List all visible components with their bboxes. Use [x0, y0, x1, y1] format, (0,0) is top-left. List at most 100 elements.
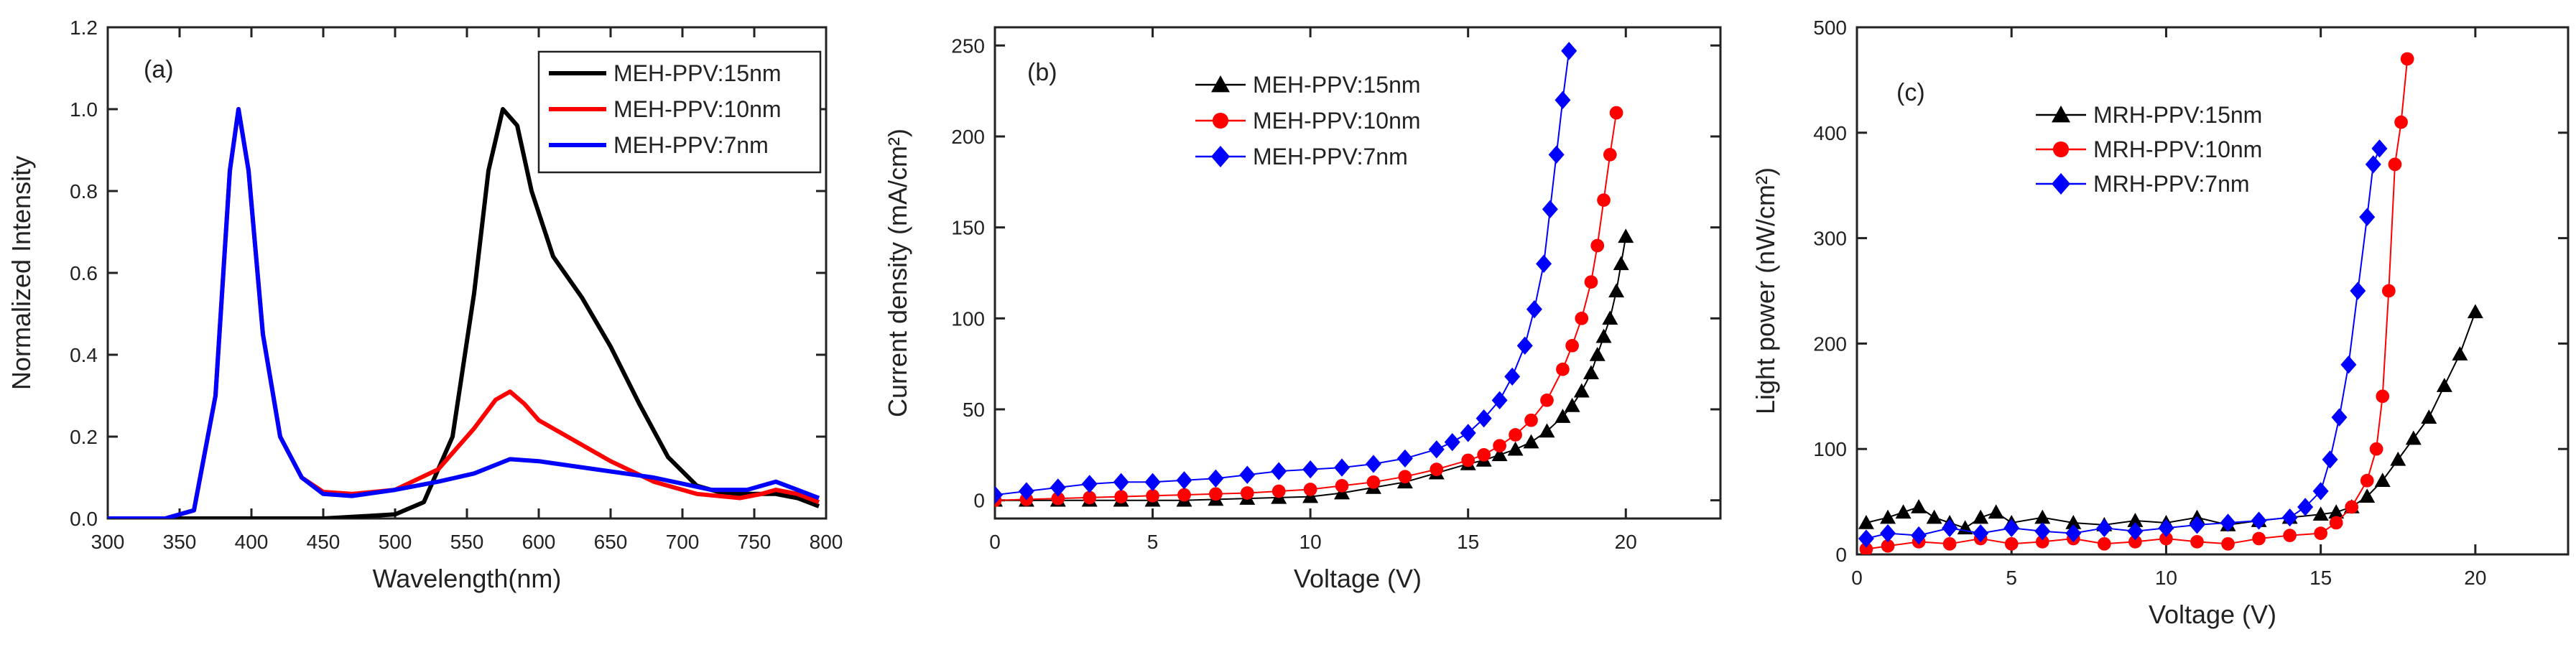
- data-point-circle: [1556, 362, 1570, 376]
- data-point-diamond: [995, 485, 1003, 504]
- data-point-diamond: [1542, 200, 1558, 218]
- data-point-circle: [1942, 536, 1957, 551]
- data-point-triangle: [2390, 451, 2406, 466]
- series-line: [108, 107, 820, 518]
- data-point-triangle: [1895, 504, 1912, 519]
- legend: MEH-PPV:15nm MEH-PPV:10nm MEH-PPV:7nm: [1195, 72, 1421, 169]
- data-point-circle: [1859, 542, 1873, 554]
- data-point-circle: [1209, 487, 1223, 501]
- data-point-diamond: [1050, 478, 1066, 497]
- data-point-circle: [2376, 389, 2390, 404]
- data-point-triangle: [1583, 365, 1599, 380]
- x-tick-label: 350: [163, 531, 197, 553]
- data-point-diamond: [2003, 518, 2020, 537]
- data-point-triangle: [1523, 434, 1539, 449]
- data-point-circle: [2394, 115, 2408, 129]
- data-point-circle: [1240, 486, 1254, 500]
- data-point-circle: [1597, 193, 1611, 208]
- data-point-diamond: [1880, 524, 1896, 543]
- data-point-triangle: [1573, 383, 1590, 398]
- x-tick-label: 10: [2155, 567, 2177, 589]
- series-line: [1866, 312, 2476, 529]
- data-point-triangle: [2452, 346, 2468, 361]
- panel-label: (c): [1896, 79, 1925, 106]
- plot-frame: [1855, 26, 2570, 556]
- y-tick-label: 0: [973, 490, 985, 512]
- data-point-diamond: [1211, 146, 1230, 167]
- data-point-diamond: [2189, 516, 2205, 534]
- data-area: [108, 107, 820, 518]
- data-point-circle: [1524, 413, 1538, 427]
- data-point-diamond: [2371, 139, 2388, 158]
- data-point-diamond: [2365, 155, 2381, 174]
- data-point-diamond: [1113, 473, 1129, 491]
- data-point-diamond: [2220, 513, 2236, 532]
- panel-0: 300 350 400 450 500 550 600 650 700 750 800 0.0 0.2 0…: [6, 17, 843, 593]
- x-tick-label: 450: [307, 531, 340, 553]
- data-point-diamond: [2322, 450, 2338, 469]
- data-point-triangle: [2421, 409, 2437, 424]
- data-point-triangle: [1988, 504, 2004, 519]
- data-point-diamond: [1475, 409, 1492, 428]
- data-point-circle: [1366, 475, 1381, 489]
- data-point-diamond: [2312, 482, 2329, 501]
- legend-label: MRH-PPV:10nm: [2093, 136, 2262, 162]
- data-point-diamond: [2096, 518, 2113, 537]
- data-point-circle: [1609, 106, 1623, 120]
- data-point-diamond: [2297, 498, 2314, 516]
- series-meh-ppv-15nm: [108, 107, 820, 518]
- y-tick-label: 0.0: [70, 508, 98, 530]
- data-point-triangle: [1602, 310, 1618, 325]
- y-tick-label: 200: [1813, 332, 1847, 355]
- data-point-diamond: [1516, 336, 1533, 355]
- data-point-diamond: [1365, 455, 1381, 473]
- data-point-circle: [1565, 338, 1579, 353]
- data-point-circle: [2159, 531, 2173, 546]
- data-point-triangle: [1589, 347, 1606, 361]
- legend-label: MEH-PPV:10nm: [1253, 108, 1421, 134]
- data-point-triangle: [2312, 506, 2329, 521]
- data-point-circle: [1051, 491, 1065, 506]
- panel-label: (b): [1027, 59, 1057, 86]
- data-point-triangle: [1211, 75, 1230, 93]
- x-tick-label: 550: [450, 531, 484, 553]
- data-point-circle: [2388, 157, 2402, 172]
- data-point-diamond: [1491, 391, 1508, 409]
- data-point-diamond: [1555, 90, 1571, 109]
- data-point-diamond: [2251, 511, 2267, 530]
- data-point-diamond: [1504, 367, 1521, 386]
- data-point-diamond: [2281, 508, 2298, 527]
- data-point-circle: [2097, 536, 2111, 551]
- data-area: [995, 42, 1634, 508]
- series-line: [995, 112, 1618, 501]
- data-point-circle: [2004, 536, 2019, 551]
- y-tick-label: 1.0: [70, 98, 98, 121]
- data-point-circle: [1177, 488, 1191, 502]
- x-tick-label: 15: [1457, 531, 1479, 553]
- data-point-circle: [1430, 462, 1444, 476]
- data-point-circle: [2052, 141, 2070, 158]
- data-point-triangle: [2467, 304, 2483, 319]
- series-line: [108, 107, 820, 518]
- x-tick-label: 20: [2464, 567, 2486, 589]
- data-point-triangle: [1555, 409, 1571, 423]
- data-point-circle: [1146, 488, 1159, 503]
- data-point-triangle: [2436, 378, 2452, 392]
- data-point-triangle: [2374, 473, 2391, 488]
- data-point-diamond: [1973, 524, 1989, 543]
- series-mrh-ppv-7nm: [1858, 139, 2388, 548]
- data-point-circle: [2128, 535, 2142, 549]
- data-point-circle: [1398, 470, 1412, 484]
- y-tick-label: 150: [951, 217, 985, 239]
- data-point-diamond: [1396, 449, 1413, 468]
- data-point-circle: [2360, 473, 2374, 488]
- x-tick-label: 5: [1147, 531, 1159, 553]
- series-line: [1866, 58, 2409, 550]
- data-point-diamond: [1561, 42, 1577, 60]
- data-point-triangle: [2034, 509, 2051, 524]
- data-point-diamond: [1942, 518, 1958, 537]
- x-tick-label: 650: [594, 531, 628, 553]
- data-point-diamond: [1302, 460, 1319, 479]
- series-meh-ppv-7nm: [108, 107, 820, 518]
- data-point-triangle: [1564, 397, 1580, 412]
